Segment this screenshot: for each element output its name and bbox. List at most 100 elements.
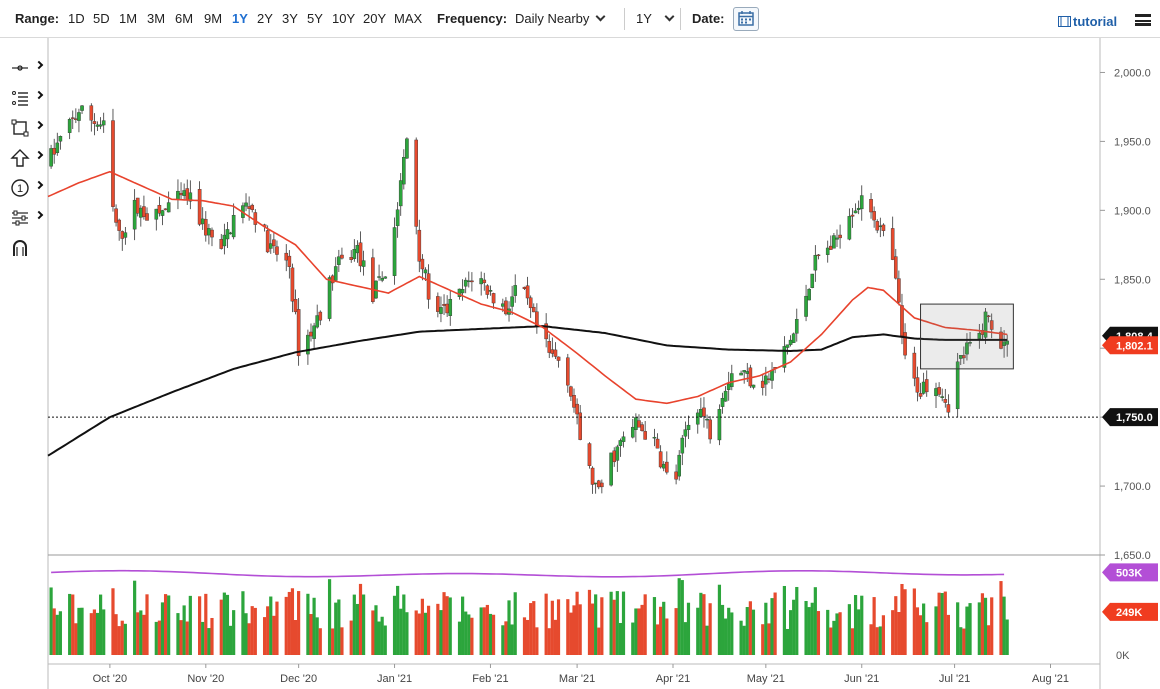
- volume-bar: [275, 601, 279, 655]
- candle-up: [395, 209, 400, 227]
- volume-bar: [934, 606, 938, 655]
- candle-up: [680, 437, 685, 454]
- volume-bar: [293, 619, 298, 655]
- candle-down: [340, 254, 344, 259]
- volume-bar: [637, 608, 641, 655]
- candle-down: [915, 377, 920, 393]
- volume-bar: [529, 603, 533, 655]
- candle-up: [448, 298, 453, 316]
- range-1m-button[interactable]: 1M: [119, 11, 138, 26]
- range-9m-button[interactable]: 9M: [204, 11, 223, 26]
- range-6m-button[interactable]: 6M: [175, 11, 194, 26]
- candle-down: [881, 224, 886, 231]
- volume-bar: [396, 585, 400, 655]
- range-1d-button[interactable]: 1D: [68, 11, 85, 26]
- arrow-tool[interactable]: [6, 146, 46, 170]
- magnet-tool[interactable]: [6, 236, 46, 260]
- volume-bar: [618, 622, 623, 655]
- menu-icon[interactable]: [1135, 14, 1151, 26]
- price-tick-label: 2,000.0: [1114, 67, 1151, 79]
- volume-bar: [708, 603, 712, 655]
- candle-down: [640, 424, 644, 432]
- volume-bar: [903, 589, 907, 655]
- annotation-tool[interactable]: 1: [6, 176, 46, 200]
- volume-bar: [349, 620, 353, 655]
- settings-tool[interactable]: [6, 206, 46, 230]
- volume-bar: [485, 604, 489, 655]
- volume-bar: [838, 612, 842, 655]
- range-20y-button[interactable]: 20Y: [363, 11, 387, 26]
- candle-down: [612, 450, 617, 463]
- ma-long-line: [47, 325, 1008, 457]
- volume-bar: [479, 607, 483, 655]
- volume-bar: [915, 607, 920, 655]
- candle-up: [467, 280, 471, 283]
- tutorial-link[interactable]: tutorial: [1058, 14, 1117, 29]
- date-picker-button[interactable]: [733, 7, 759, 31]
- candle-down: [114, 208, 118, 223]
- period-select[interactable]: 1Y: [636, 11, 675, 26]
- volume-bar: [615, 591, 619, 655]
- candle-up: [460, 289, 465, 294]
- volume-bar: [89, 613, 93, 655]
- range-3m-button[interactable]: 3M: [147, 11, 166, 26]
- volume-bar: [918, 615, 923, 655]
- range-5d-button[interactable]: 5D: [93, 11, 110, 26]
- settings-sliders-icon: [12, 210, 28, 226]
- moving-averages: [47, 170, 1008, 457]
- volume-bar: [640, 604, 644, 655]
- range-1y-button[interactable]: 1Y: [232, 11, 248, 26]
- volume-bar: [448, 597, 452, 655]
- range-2y-button[interactable]: 2Y: [257, 11, 273, 26]
- volume-bar: [377, 621, 381, 655]
- candle-up: [661, 463, 666, 469]
- candle-down: [528, 297, 533, 309]
- range-10y-button[interactable]: 10Y: [332, 11, 356, 26]
- frequency-select[interactable]: Daily Nearby: [515, 11, 606, 26]
- candle-down: [708, 419, 712, 440]
- candle-up: [804, 295, 808, 317]
- candle-down: [142, 206, 146, 217]
- candle-down: [436, 296, 440, 312]
- volume-bar: [720, 604, 725, 655]
- candle-up: [695, 412, 700, 425]
- toolbar-divider: [624, 8, 625, 30]
- volume-bar: [594, 594, 598, 655]
- range-5y-button[interactable]: 5Y: [307, 11, 323, 26]
- volume-bar: [464, 611, 468, 655]
- volume-bar: [739, 620, 743, 655]
- volume-bar: [95, 612, 100, 655]
- volume-bar: [634, 608, 638, 655]
- crosshair-tool[interactable]: [6, 56, 46, 80]
- candle-down: [525, 285, 530, 299]
- candle-up: [225, 229, 230, 240]
- candle-up: [101, 120, 106, 126]
- candle-down: [135, 197, 140, 214]
- range-3y-button[interactable]: 3Y: [282, 11, 298, 26]
- volume-bar: [371, 610, 375, 655]
- candle-down: [296, 309, 301, 357]
- candle-down: [665, 461, 669, 473]
- draw-box-tool[interactable]: [6, 116, 46, 140]
- candle-up: [182, 190, 186, 196]
- volume-bar: [383, 625, 387, 655]
- range-max-button[interactable]: MAX: [394, 11, 423, 26]
- volume-bar: [826, 609, 830, 655]
- candle-down: [903, 332, 907, 356]
- price-chart[interactable]: 2,000.01,950.01,900.01,850.01,800.01,750…: [0, 38, 1160, 689]
- volume-bar: [999, 581, 1003, 655]
- volume-bar: [547, 628, 551, 655]
- candle-up: [222, 234, 227, 247]
- volume-bar: [68, 593, 72, 655]
- candle-up: [677, 454, 681, 477]
- indicator-list-tool[interactable]: [6, 86, 46, 110]
- candle-down: [760, 380, 765, 388]
- candle-up: [785, 344, 790, 348]
- volume-bar: [423, 612, 428, 655]
- candle-up: [788, 339, 793, 345]
- volume-bar: [643, 594, 647, 655]
- candle-down: [284, 252, 289, 261]
- volume-bar: [145, 594, 149, 655]
- volume-bar: [399, 608, 403, 655]
- candle-up: [77, 112, 81, 121]
